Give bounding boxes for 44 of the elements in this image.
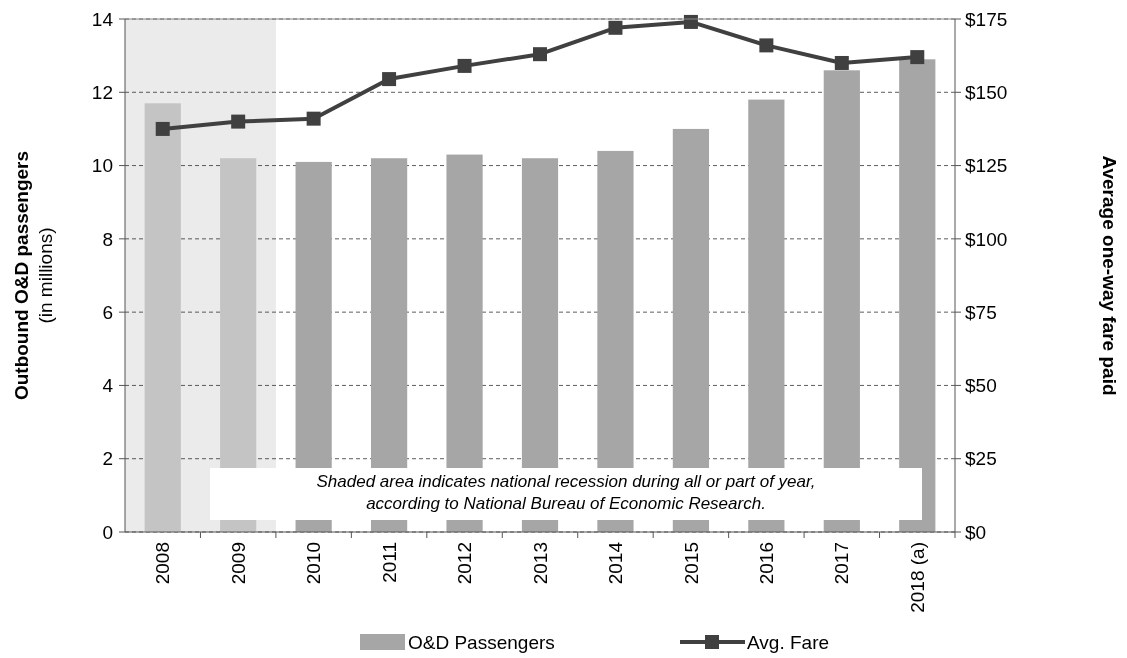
y2-tick-label: $100	[965, 228, 1008, 250]
y-tick-label: 6	[102, 301, 113, 323]
x-tick-label: 2012	[454, 542, 476, 585]
x-tick-label: 2016	[756, 542, 778, 585]
x-tick-label: 2009	[227, 542, 249, 585]
point	[155, 121, 170, 136]
y2-axis-title: Average one-way fare paid	[1099, 155, 1120, 396]
y2-tick-label: $50	[965, 375, 997, 397]
y-tick-label: 12	[91, 81, 113, 103]
y2-tick-label: $150	[965, 81, 1008, 103]
point	[231, 114, 246, 129]
x-tick-label: 2017	[831, 542, 853, 585]
x-tick-label: 2011	[378, 542, 400, 583]
legend-label: Avg. Fare	[747, 631, 830, 653]
y2-tick-label: $0	[965, 521, 987, 543]
y2-tick-label: $25	[965, 448, 997, 470]
point	[306, 111, 321, 126]
y-tick-label: 8	[102, 228, 113, 250]
annotation: Shaded area indicates national recession during all or part of year, according to National Bureau of Economic Research.	[316, 472, 816, 513]
x-tick-label: 2013	[529, 542, 551, 585]
y2-tick-label: $175	[965, 8, 1008, 30]
y-tick-label: 14	[91, 8, 114, 30]
y2-tick-label: $125	[965, 155, 1008, 177]
point	[382, 72, 397, 87]
x-tick-label: 2015	[680, 542, 702, 585]
y-tick-label: 0	[102, 521, 113, 543]
bar	[899, 59, 936, 532]
y-tick-label: 4	[102, 375, 114, 397]
y-tick-label: 10	[91, 155, 113, 177]
y-axis-title: Outbound O&D passengers (in millions)	[11, 150, 56, 401]
x-tick-label: 2008	[152, 542, 174, 585]
y-tick-label: 2	[102, 448, 113, 470]
bar	[144, 103, 181, 532]
legend-label: O&D Passengers	[408, 631, 555, 653]
point	[834, 55, 849, 70]
point	[533, 47, 547, 62]
point	[457, 58, 472, 73]
point	[910, 50, 925, 65]
x-tick-label: 2010	[303, 542, 325, 585]
x-tick-label: 2014	[605, 541, 627, 585]
point	[759, 38, 774, 53]
point	[608, 20, 623, 35]
x-tick-label: 2018 (a)	[906, 542, 928, 613]
y2-tick-label: $75	[965, 301, 997, 323]
